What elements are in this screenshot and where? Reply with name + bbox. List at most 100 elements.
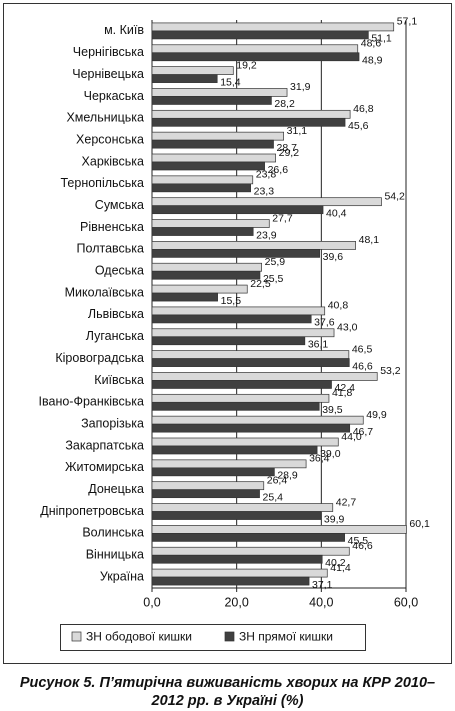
value-label: 41,8 [332,387,353,399]
bar [151,284,248,294]
value-label: 22,5 [250,278,271,290]
category-label: Полтавська [77,242,144,256]
value-label: 29,2 [279,147,300,159]
x-tick-label: 40,0 [309,595,333,609]
bar [151,481,265,491]
bar [151,568,328,578]
bar [151,153,276,163]
bar [151,445,318,455]
value-label: 49,9 [366,409,387,421]
bar [151,117,346,127]
value-label: 45,6 [348,120,369,132]
value-label: 37,1 [312,579,333,591]
value-label: 19,2 [236,59,257,71]
bar [151,52,360,62]
value-label: 42,7 [336,496,357,508]
value-label: 46,8 [353,103,374,115]
bar [151,183,251,193]
bar [151,139,274,149]
category-label: Дніпропетровська [40,504,144,518]
value-label: 27,7 [272,212,293,224]
value-label: 28,2 [274,98,295,110]
category-label: Хмельницька [66,111,144,125]
value-label: 23,9 [256,229,277,241]
category-label: Житомирська [65,460,144,474]
legend-swatch [71,631,82,642]
bar [151,467,275,477]
value-label: 51,1 [371,33,392,45]
bar [151,175,254,185]
bar [151,74,218,83]
category-label: Херсонська [76,132,144,146]
category-label: Тернопільська [60,176,144,190]
bar [151,241,356,250]
bar [151,350,350,359]
bar [151,96,272,105]
bar [151,546,350,556]
value-label: 48,1 [359,234,380,246]
bar [151,437,339,447]
bar [151,44,359,54]
value-label: 46,6 [352,540,373,552]
value-label: 40,8 [328,300,349,312]
value-label: 40,4 [326,207,347,219]
value-label: 36,1 [308,339,329,351]
category-label: Одеська [95,264,144,278]
bar [151,249,320,258]
bar [151,22,395,32]
bar [151,336,306,346]
value-label: 25,9 [265,256,286,268]
category-label: м. Київ [104,23,144,37]
bar [151,161,265,171]
value-label: 25,5 [263,273,284,285]
value-label: 54,2 [384,190,405,202]
value-label: 26,4 [267,474,288,486]
bar [151,88,288,97]
value-label: 39,5 [322,404,343,416]
bar [151,489,260,499]
value-label: 39,9 [324,513,345,525]
value-label: 39,0 [320,448,341,460]
bar [151,415,364,425]
bar [151,503,334,512]
bar [151,262,262,272]
category-label: Закарпатська [65,438,144,452]
bar [151,423,351,433]
bar [151,401,320,411]
category-label: Миколаївська [65,285,144,299]
value-label: 28,7 [276,142,297,154]
value-label: 42,4 [334,382,355,394]
value-label: 15,4 [220,76,241,88]
category-label: Кіровоградська [55,351,144,365]
x-tick-label: 0,0 [143,595,160,609]
value-label: 48,9 [362,55,383,67]
category-label: Луганська [86,329,144,343]
category-label: Вінницька [86,548,144,562]
value-label: 28,9 [277,470,298,482]
bar [151,380,332,389]
category-label: Сумська [95,198,144,212]
legend-label: ЗН прямої кишки [239,630,333,644]
bar [151,66,234,75]
category-label: Черкаська [84,89,144,103]
category-label: Чернігівська [73,45,144,59]
bar [151,525,407,534]
value-label: 15,5 [221,295,242,307]
category-label: Київська [94,373,144,387]
value-label: 43,0 [337,322,358,334]
value-label: 53,2 [380,365,401,377]
bar [151,227,254,236]
legend-label: ЗН ободової кишки [86,630,192,644]
category-label: Запорізька [81,416,144,430]
bar [151,328,335,338]
value-label: 26,6 [268,164,289,176]
bar [151,205,324,215]
value-label: 31,1 [287,125,308,137]
bar [151,131,285,141]
category-label: Івано-Франківська [39,395,145,409]
legend-swatch [224,631,235,642]
value-label: 23,8 [256,169,277,181]
value-label: 46,6 [352,360,373,372]
bar [151,109,351,119]
value-label: 45,5 [348,535,369,547]
